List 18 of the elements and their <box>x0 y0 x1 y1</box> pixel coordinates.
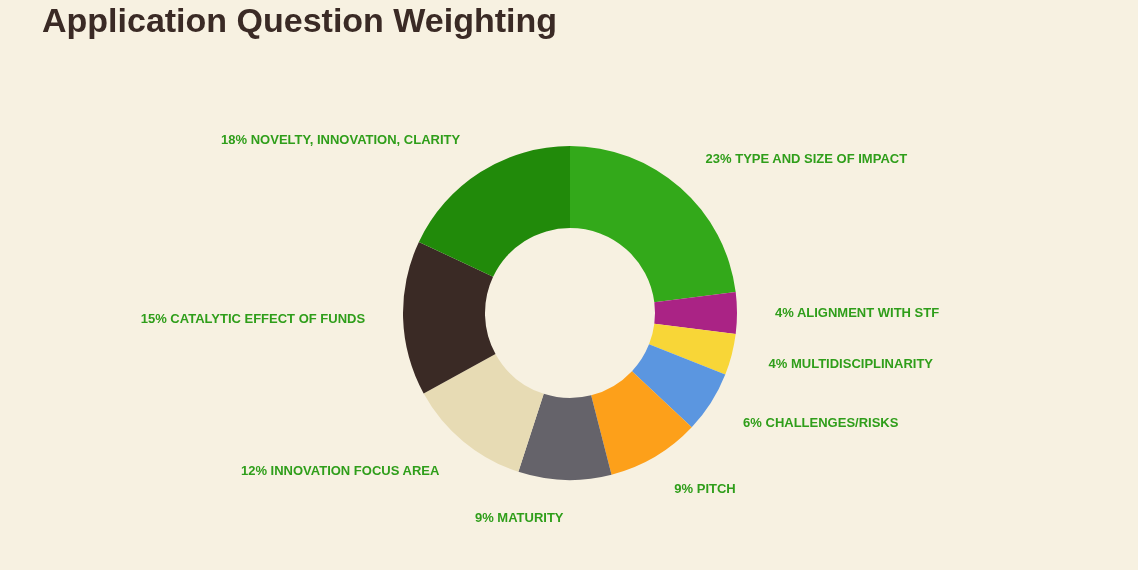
slice-label: 6% CHALLENGES/RISKS <box>743 414 899 430</box>
slice-label: 18% NOVELTY, INNOVATION, CLARITY <box>221 131 461 147</box>
chart-title: Application Question Weighting <box>42 1 558 39</box>
slice-label: 15% CATALYTIC EFFECT OF FUNDS <box>140 311 366 327</box>
donut-slice <box>631 344 726 428</box>
donut-slice <box>591 371 692 475</box>
slice-label: 4% ALIGNMENT WITH STF <box>775 305 940 320</box>
donut-slice <box>654 292 737 334</box>
donut-slice <box>649 323 736 375</box>
donut-slice <box>570 146 736 303</box>
slice-label: 23% TYPE AND SIZE OF IMPACT <box>705 151 908 167</box>
slice-label: 12% INNOVATION FOCUS AREA <box>240 462 440 478</box>
donut-slice <box>418 146 570 277</box>
donut-slice <box>403 241 496 394</box>
slice-label: 9% MATURITY <box>474 509 564 525</box>
slice-label: 9% PITCH <box>674 481 736 497</box>
slice-label: 4% MULTIDISCIPLINARITY <box>768 355 934 371</box>
donut-slice <box>518 393 612 480</box>
